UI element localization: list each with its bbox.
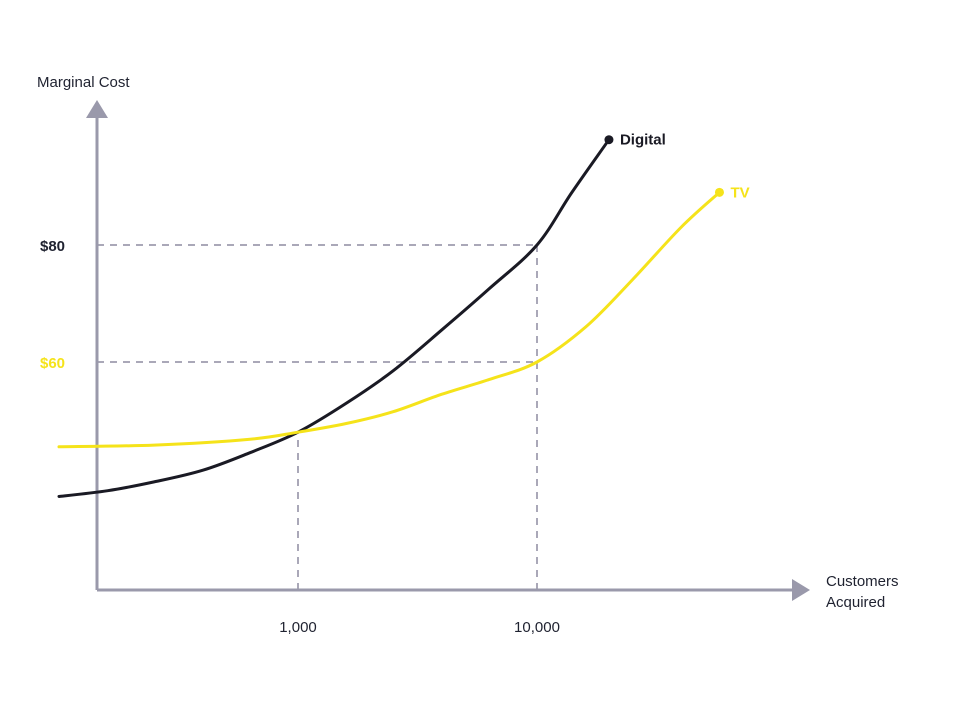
labels-layer: Marginal Cost Customers Acquired Digital… xyxy=(37,74,899,636)
y-tick-label: $80 xyxy=(40,238,65,255)
x-axis-title-line-2: Acquired xyxy=(826,594,885,611)
series-line-digital xyxy=(57,138,611,498)
y-axis-title: Marginal Cost xyxy=(37,74,130,91)
x-tick-label: 10,000 xyxy=(514,619,560,636)
axes xyxy=(86,100,810,601)
y-axis-arrow-icon xyxy=(86,100,108,118)
series-end-marker-digital xyxy=(604,135,614,145)
series-label-tv: TV xyxy=(730,184,749,201)
x-axis-arrow-icon xyxy=(792,579,810,601)
series-line-tv xyxy=(57,190,721,449)
series-end-marker-tv xyxy=(714,187,724,197)
y-tick-label: $60 xyxy=(40,355,65,372)
x-tick-label: 1,000 xyxy=(279,619,317,636)
reference-lines xyxy=(97,244,538,590)
series-label-digital: Digital xyxy=(620,132,666,149)
x-axis-title-line-1: Customers xyxy=(826,573,899,590)
series-layer xyxy=(57,135,724,498)
